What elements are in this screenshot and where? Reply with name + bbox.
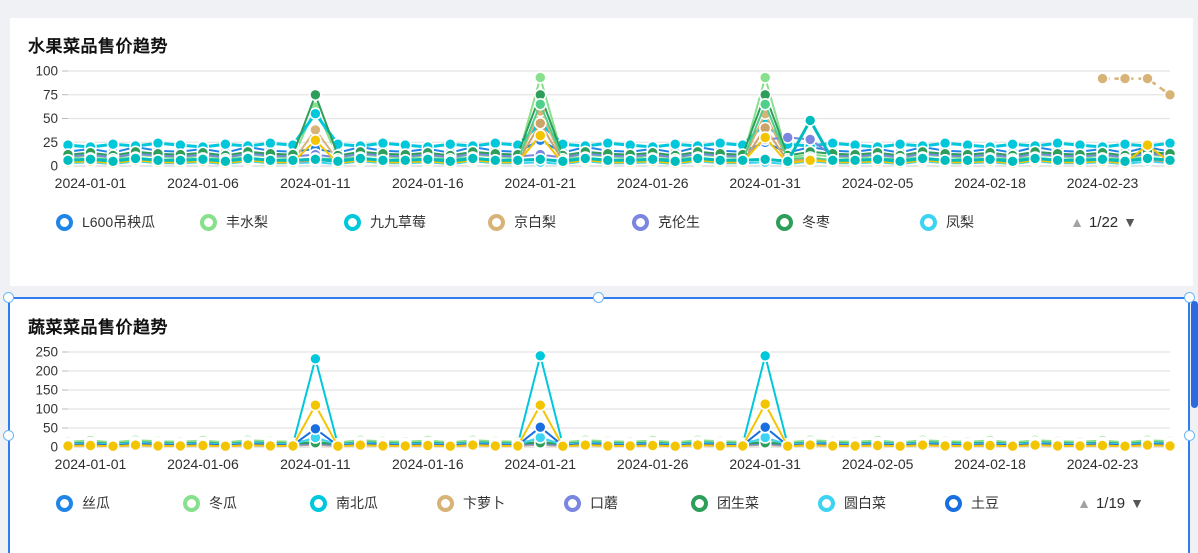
legend-item-冬枣[interactable]: 冬枣	[776, 212, 920, 232]
legend-ring-icon	[920, 213, 937, 231]
x-axis-label: 2024-01-16	[392, 175, 464, 191]
legend-item-L600吊秧瓜[interactable]: L600吊秧瓜	[56, 212, 200, 232]
legend-label: 克伦生	[658, 214, 700, 230]
legend-label: 南北瓜	[336, 495, 378, 511]
legend-item-土豆[interactable]: 土豆	[945, 493, 1072, 513]
legend-item-凤梨[interactable]: 凤梨	[920, 212, 1064, 232]
x-axis-label: 2024-02-23	[1067, 456, 1139, 472]
legend-page-down-icon[interactable]: ▼	[1130, 495, 1144, 511]
legend-ring-icon	[776, 213, 793, 231]
x-axis-label: 2024-01-16	[392, 456, 464, 472]
x-axis-label: 2024-01-26	[617, 456, 689, 472]
selection-handle-top-left[interactable]	[3, 292, 14, 303]
x-axis-label: 2024-01-01	[55, 175, 127, 191]
x-axis-label: 2024-02-23	[1067, 175, 1139, 191]
legend-page-down-icon[interactable]: ▼	[1123, 214, 1137, 230]
x-axis-label: 2024-01-21	[504, 175, 576, 191]
legend-label: L600吊秧瓜	[82, 214, 156, 230]
x-axis-label: 2024-01-11	[280, 175, 351, 191]
y-axis-label: 50	[43, 421, 58, 436]
x-axis-label: 2024-02-18	[954, 456, 1026, 472]
legend-label: 土豆	[971, 495, 999, 511]
legend-item-克伦生[interactable]: 克伦生	[632, 212, 776, 232]
x-axis-label: 2024-01-21	[504, 456, 576, 472]
fruit-trend-panel: 水果菜品售价趋势 0 25 50 75 100 2024-01-01 2024-01-06 2…	[10, 18, 1193, 286]
selection-handle-middle-right[interactable]	[1184, 430, 1195, 441]
legend-ring-icon	[488, 213, 505, 231]
x-axis-label: 2024-02-05	[842, 456, 914, 472]
legend-page-indicator: 1/19	[1095, 494, 1126, 512]
legend-label: 冬枣	[802, 214, 830, 230]
y-axis-label: 50	[43, 111, 58, 126]
y-axis-label: 100	[35, 64, 58, 79]
vegetable-panel-title: 蔬菜菜品售价趋势	[28, 318, 168, 337]
legend-item-卞萝卜[interactable]: 卞萝卜	[437, 493, 564, 513]
legend-label: 丰水梨	[226, 214, 268, 230]
vegetable-legend-pager: ▲ 1/19 ▼	[1077, 495, 1144, 512]
fruit-price-chart-canvas[interactable]: 0 25 50 75 100 2024-01-01 2024-01-06 2024-01-11…	[22, 63, 1182, 195]
selection-handle-middle-left[interactable]	[3, 430, 14, 441]
legend-item-圆白菜[interactable]: 圆白菜	[818, 493, 945, 513]
vertical-scrollbar-thumb[interactable]	[1191, 301, 1198, 408]
legend-label: 凤梨	[946, 214, 974, 230]
x-axis-label: 2024-01-06	[167, 175, 239, 191]
legend-label: 丝瓜	[82, 495, 110, 511]
selection-handle-top-right[interactable]	[1184, 292, 1195, 303]
legend-item-冬瓜[interactable]: 冬瓜	[183, 493, 310, 513]
legend-ring-icon	[56, 213, 73, 231]
legend-ring-icon	[564, 494, 581, 512]
y-axis-label: 100	[35, 402, 58, 417]
vegetable-legend: 丝瓜 冬瓜 南北瓜 卞萝卜 口蘑 团生菜 圆白菜 土豆 ▲ 1/19 ▼	[56, 493, 1188, 513]
legend-item-丝瓜[interactable]: 丝瓜	[56, 493, 183, 513]
x-axis-label: 2024-01-06	[167, 456, 239, 472]
y-axis-label: 0	[50, 159, 58, 174]
legend-label: 京白梨	[514, 214, 556, 230]
legend-item-京白梨[interactable]: 京白梨	[488, 212, 632, 232]
legend-page-indicator: 1/22	[1088, 213, 1119, 231]
legend-item-团生菜[interactable]: 团生菜	[691, 493, 818, 513]
legend-label: 卞萝卜	[463, 495, 505, 511]
x-axis-label: 2024-01-31	[729, 175, 801, 191]
legend-item-丰水梨[interactable]: 丰水梨	[200, 212, 344, 232]
legend-label: 九九草莓	[370, 214, 426, 230]
legend-page-up-icon[interactable]: ▲	[1077, 495, 1091, 511]
legend-item-九九草莓[interactable]: 九九草莓	[344, 212, 488, 232]
legend-ring-icon	[632, 213, 649, 231]
y-axis-label: 200	[35, 364, 58, 379]
legend-ring-icon	[183, 494, 200, 512]
vegetable-price-chart-canvas[interactable]: 0 50 100 150 200 250 2024-01-01 2024-01-06 2024-…	[22, 344, 1182, 476]
legend-page-up-icon[interactable]: ▲	[1070, 214, 1084, 230]
x-axis-label: 2024-02-18	[954, 175, 1026, 191]
y-axis-label: 75	[43, 87, 58, 102]
legend-ring-icon	[200, 213, 217, 231]
legend-label: 团生菜	[717, 495, 759, 511]
fruit-legend: L600吊秧瓜 丰水梨 九九草莓 京白梨 克伦生 冬枣 凤梨 ▲ 1/22 ▼	[56, 212, 1193, 232]
y-axis-label: 0	[50, 440, 58, 455]
legend-ring-icon	[56, 494, 73, 512]
legend-label: 冬瓜	[209, 495, 237, 511]
legend-item-口蘑[interactable]: 口蘑	[564, 493, 691, 513]
x-axis-label: 2024-01-26	[617, 175, 689, 191]
legend-ring-icon	[344, 213, 361, 231]
y-axis-label: 25	[43, 135, 58, 150]
x-axis-label: 2024-01-11	[280, 456, 351, 472]
x-axis-label: 2024-02-05	[842, 175, 914, 191]
legend-ring-icon	[818, 494, 835, 512]
fruit-panel-title: 水果菜品售价趋势	[28, 37, 168, 56]
fruit-legend-pager: ▲ 1/22 ▼	[1070, 214, 1137, 231]
legend-label: 口蘑	[590, 495, 618, 511]
y-axis-label: 250	[35, 345, 58, 360]
x-axis-label: 2024-01-01	[55, 456, 127, 472]
y-axis-label: 150	[35, 383, 58, 398]
selection-handle-top-center[interactable]	[593, 292, 604, 303]
legend-label: 圆白菜	[844, 495, 886, 511]
legend-ring-icon	[437, 494, 454, 512]
legend-ring-icon	[310, 494, 327, 512]
legend-ring-icon	[945, 494, 962, 512]
x-axis-label: 2024-01-31	[729, 456, 801, 472]
vegetable-trend-panel[interactable]: 蔬菜菜品售价趋势 0 50 100 150 200 250 2024-01-01 2024-0…	[3, 292, 1195, 553]
legend-ring-icon	[691, 494, 708, 512]
legend-item-南北瓜[interactable]: 南北瓜	[310, 493, 437, 513]
